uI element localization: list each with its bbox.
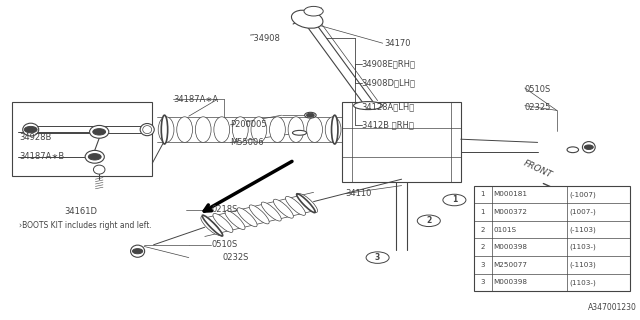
Ellipse shape <box>85 150 104 163</box>
Text: M000372: M000372 <box>493 209 527 215</box>
Text: M250077: M250077 <box>493 262 527 268</box>
Bar <box>12 102 152 176</box>
Text: 0510S: 0510S <box>525 85 551 94</box>
Text: M000181: M000181 <box>493 191 527 197</box>
Circle shape <box>476 191 490 198</box>
Text: 0510S: 0510S <box>211 240 237 249</box>
Text: 02325: 02325 <box>525 103 551 112</box>
Text: 1: 1 <box>480 209 485 215</box>
Ellipse shape <box>158 117 174 142</box>
Text: P200005: P200005 <box>230 120 267 129</box>
Circle shape <box>88 154 101 160</box>
Ellipse shape <box>273 199 293 218</box>
Text: (1007-): (1007-) <box>569 209 596 215</box>
Ellipse shape <box>232 117 248 142</box>
Ellipse shape <box>567 147 579 153</box>
Text: M000398: M000398 <box>493 244 527 250</box>
Ellipse shape <box>201 216 221 235</box>
Text: 0218S: 0218S <box>211 205 237 214</box>
Text: 3412B 〈RH〉: 3412B 〈RH〉 <box>362 120 413 129</box>
Ellipse shape <box>161 115 168 144</box>
Ellipse shape <box>237 208 257 227</box>
Text: 2: 2 <box>481 244 484 250</box>
Text: 2: 2 <box>481 227 484 233</box>
Ellipse shape <box>582 141 595 153</box>
Ellipse shape <box>261 202 282 221</box>
Text: 0232S: 0232S <box>223 253 249 262</box>
Ellipse shape <box>249 205 269 224</box>
Ellipse shape <box>177 117 193 142</box>
Text: 2: 2 <box>426 216 431 225</box>
Ellipse shape <box>291 10 323 28</box>
Circle shape <box>366 252 389 263</box>
Ellipse shape <box>93 165 105 174</box>
Circle shape <box>476 209 490 216</box>
Circle shape <box>307 113 314 117</box>
Ellipse shape <box>332 115 338 144</box>
Bar <box>474 186 630 291</box>
Ellipse shape <box>285 196 305 215</box>
Ellipse shape <box>140 124 154 136</box>
Ellipse shape <box>23 123 38 136</box>
Ellipse shape <box>225 211 245 229</box>
Text: 3: 3 <box>375 253 380 262</box>
Text: ‴34908: ‴34908 <box>250 34 280 43</box>
Ellipse shape <box>292 131 307 135</box>
Text: FRONT: FRONT <box>522 159 554 180</box>
Text: 3: 3 <box>480 279 485 285</box>
Text: (-1103): (-1103) <box>569 261 596 268</box>
Ellipse shape <box>202 215 223 236</box>
Circle shape <box>476 261 490 268</box>
Text: 1: 1 <box>452 196 457 204</box>
Ellipse shape <box>304 6 323 16</box>
Text: 34187A∗A: 34187A∗A <box>173 95 218 104</box>
Text: A347001230: A347001230 <box>588 303 637 312</box>
Circle shape <box>584 145 593 149</box>
Ellipse shape <box>305 112 316 118</box>
Ellipse shape <box>325 117 341 142</box>
Ellipse shape <box>307 117 323 142</box>
Circle shape <box>476 226 490 233</box>
Ellipse shape <box>251 117 267 142</box>
Text: 34161D: 34161D <box>64 207 97 216</box>
Text: 34170: 34170 <box>384 39 410 48</box>
Text: 34110: 34110 <box>346 189 372 198</box>
Text: M000398: M000398 <box>493 279 527 285</box>
Ellipse shape <box>298 194 317 212</box>
Circle shape <box>417 215 440 227</box>
Ellipse shape <box>354 101 383 109</box>
Text: (1103-): (1103-) <box>569 244 596 251</box>
Text: 34187A∗B: 34187A∗B <box>19 152 65 161</box>
Circle shape <box>476 244 490 251</box>
Text: 1: 1 <box>480 191 485 197</box>
Text: 34928B: 34928B <box>19 133 52 142</box>
Text: M55006: M55006 <box>230 138 264 147</box>
Ellipse shape <box>90 125 109 138</box>
Text: 34128A〈LH〉: 34128A〈LH〉 <box>362 103 415 112</box>
Ellipse shape <box>195 117 211 142</box>
Text: 34908D〈LH〉: 34908D〈LH〉 <box>362 79 415 88</box>
Circle shape <box>24 126 37 133</box>
Ellipse shape <box>296 194 316 212</box>
Circle shape <box>476 279 490 286</box>
Text: (-1103): (-1103) <box>569 226 596 233</box>
Circle shape <box>443 194 466 206</box>
Ellipse shape <box>131 245 145 257</box>
Ellipse shape <box>213 213 233 232</box>
Text: ›BOOTS KIT includes right and left.: ›BOOTS KIT includes right and left. <box>19 221 152 230</box>
Ellipse shape <box>288 117 304 142</box>
Text: (-1007): (-1007) <box>569 191 596 198</box>
Circle shape <box>93 129 106 135</box>
Text: 34908E〈RH〉: 34908E〈RH〉 <box>362 60 415 68</box>
Ellipse shape <box>143 125 152 133</box>
Ellipse shape <box>214 117 230 142</box>
Ellipse shape <box>269 117 285 142</box>
Text: 3: 3 <box>480 262 485 268</box>
Text: 0101S: 0101S <box>493 227 516 233</box>
Bar <box>342 102 461 182</box>
Circle shape <box>132 249 143 254</box>
Text: (1103-): (1103-) <box>569 279 596 286</box>
